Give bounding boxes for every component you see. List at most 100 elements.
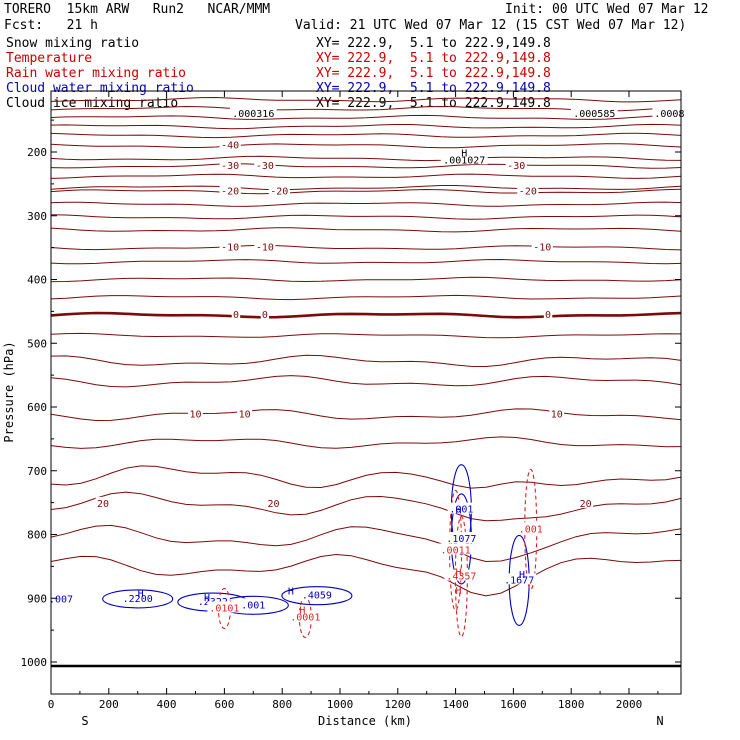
snow-label: .0008 [654, 109, 684, 120]
y-tick-label: 600 [27, 401, 47, 414]
temperature-label-bg [219, 159, 241, 171]
rain-label: .0001 [290, 612, 320, 623]
temperature-contour [50, 491, 682, 522]
plot-frame [50, 90, 682, 695]
x-tick-label: 1200 [385, 698, 412, 711]
temperature-label-bg [260, 308, 270, 320]
temperature-contour [50, 163, 682, 169]
x-tick-label: 1600 [500, 698, 527, 711]
rain-label: .4357 [446, 572, 476, 583]
maximum-marker: H [455, 567, 461, 578]
legend-snow-label: Snow mixing ratio [6, 36, 140, 51]
cloud-water-label-bg [47, 592, 75, 604]
rain-label-bg [207, 601, 242, 613]
temperature-label: -20 [221, 187, 239, 198]
temperature-contour [50, 332, 682, 339]
maximum-marker: H [455, 506, 461, 517]
snow-label: .000585 [573, 109, 615, 120]
maximum-marker: H [299, 606, 305, 617]
x-tick-label: 2000 [616, 698, 643, 711]
cloud-water-label: .001 [449, 505, 473, 516]
temperature-contour [50, 201, 682, 207]
x-tick-label: 1400 [442, 698, 469, 711]
temperature-label-bg [231, 308, 241, 320]
maximum-marker: H [204, 593, 210, 604]
y-tick-label: 200 [27, 146, 47, 159]
temperature-contour [50, 173, 682, 179]
north-label: N [656, 714, 663, 728]
temperature-label-bg [578, 496, 594, 508]
temperature-label: 0 [233, 310, 239, 321]
temperature-contour [50, 227, 682, 233]
temperature-label: 20 [97, 499, 109, 510]
temperature-label-bg [531, 240, 553, 252]
temperature-contour [50, 524, 682, 563]
y-tick-label: 500 [27, 337, 47, 350]
y-tick-label: 1000 [21, 656, 48, 669]
temperature-label: -10 [533, 243, 551, 254]
temperature-contour [50, 132, 682, 139]
cloud-water-label-bg [195, 595, 230, 607]
cloud-water-label-bg [502, 573, 537, 585]
y-tick-label: 900 [27, 592, 47, 605]
valid-time: Valid: 21 UTC Wed 07 Mar 12 (15 CST Wed … [295, 18, 687, 33]
x-tick-label: 1000 [327, 698, 354, 711]
init-time: Init: 00 UTC Wed 07 Mar 12 [505, 2, 709, 17]
temperature-label: -20 [519, 187, 537, 198]
temperature-label-bg [254, 240, 276, 252]
temperature-contour [50, 214, 682, 220]
cloud-water-label: .1077 [446, 534, 476, 545]
maximum-marker: H [138, 589, 144, 600]
maximum-marker: H [288, 587, 294, 598]
cloud-water-contour [102, 589, 174, 609]
south-label: S [81, 714, 88, 728]
temperature-label-bg [268, 184, 290, 196]
cloud-water-label: .001 [241, 600, 265, 611]
temperature-label: -30 [256, 161, 274, 172]
temperature-label: 0 [262, 310, 268, 321]
x-axis-title: Distance (km) [318, 714, 412, 728]
temperature-contour [50, 553, 682, 597]
x-tick-label: 600 [214, 698, 234, 711]
maximum-marker: H [461, 149, 467, 160]
temperature-contour [50, 294, 682, 301]
rain-label-bg [288, 610, 323, 622]
snow-label-bg [652, 106, 687, 118]
x-tick-label: 400 [157, 698, 177, 711]
temperature-label-bg [549, 407, 565, 419]
temperature-label: 10 [239, 410, 251, 421]
snow-label: .001027 [443, 155, 485, 166]
legend-temperature-label: Temperature [6, 51, 93, 66]
temperature-label: 20 [580, 499, 592, 510]
cloud-water-label-bg [120, 591, 155, 603]
forecast-hour: Fcst: 21 h [4, 18, 98, 33]
y-axis-title: Pressure (hPa) [2, 341, 16, 442]
temperature-contour [50, 276, 682, 283]
cloud-water-label-bg [444, 531, 479, 543]
temperature-label: -30 [221, 161, 239, 172]
temperature-label-bg [237, 407, 253, 419]
temperature-label: -10 [256, 243, 274, 254]
temperature-contour [50, 123, 682, 130]
temperature-label: 10 [551, 410, 563, 421]
legend-snow-xy: XY= 222.9, 5.1 to 222.9,149.8 [316, 36, 551, 51]
snow-label-bg [570, 106, 618, 118]
temperature-label: -20 [270, 187, 288, 198]
temperature-contour [50, 375, 682, 388]
cloud-water-label-bg [239, 598, 268, 610]
temperature-label: -30 [507, 161, 525, 172]
legend-cloud-ice-xy: XY= 222.9, 5.1 to 222.9,149.8 [316, 96, 551, 111]
temperature-contour [50, 436, 682, 449]
x-tick-label: 1800 [558, 698, 585, 711]
temperature-label: 20 [267, 499, 279, 510]
temperature-label-bg [95, 496, 111, 508]
temperature-contour [50, 354, 682, 368]
model-title: TORERO 15km ARW Run2 NCAR/MMM [4, 2, 271, 17]
legend-temperature-xy: XY= 222.9, 5.1 to 222.9,149.8 [316, 51, 551, 66]
contour-labels: -40 -30 -30 -30 -20 -20 -20 -10 -10 -10 0 0 0 10 10 10 2… [47, 106, 687, 623]
temperature-contour [50, 465, 682, 489]
rain-label-bg [438, 543, 473, 555]
maximum-marker: H [455, 586, 461, 597]
y-tick-label: 800 [27, 529, 47, 542]
